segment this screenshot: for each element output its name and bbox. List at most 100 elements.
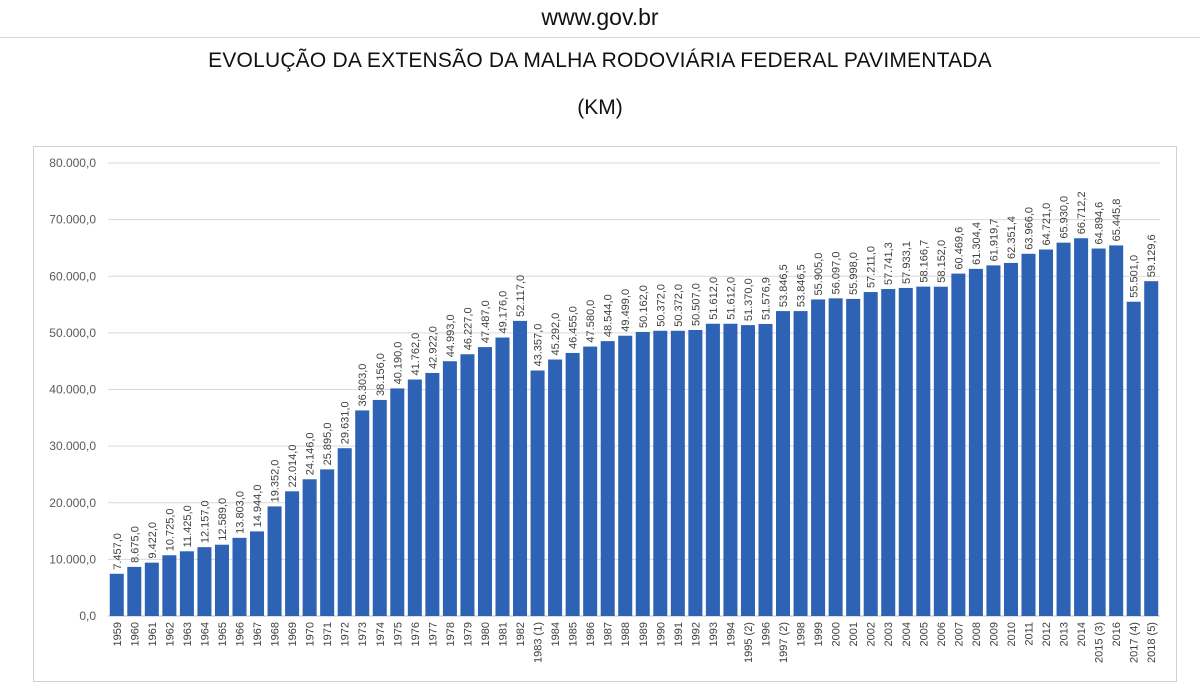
y-tick-label: 80.000,0 (49, 156, 96, 170)
data-label: 47.487,0 (480, 300, 492, 343)
data-label: 25.895,0 (322, 423, 334, 466)
data-label: 62.351,4 (1006, 216, 1018, 259)
bar (793, 311, 808, 616)
bar (530, 370, 545, 616)
data-label: 51.612,0 (725, 277, 737, 320)
bar (986, 265, 1001, 616)
x-tick-label: 1960 (129, 622, 141, 646)
bar (828, 298, 843, 616)
bar (513, 320, 528, 616)
bar (618, 335, 633, 616)
bar (302, 479, 317, 616)
x-tick-label: 1977 (427, 622, 439, 646)
x-tick-label: 1967 (252, 622, 264, 646)
bar (898, 287, 913, 616)
bar (197, 547, 212, 616)
x-tick-label: 1983 (1) (533, 622, 545, 663)
bar (127, 566, 142, 616)
bar (144, 562, 159, 616)
x-tick-label: 2010 (1006, 622, 1018, 646)
chart-subtitle: (KM) (577, 96, 623, 119)
x-tick-label: 1978 (445, 622, 457, 646)
x-tick-label: 1979 (462, 622, 474, 646)
data-label: 19.352,0 (270, 460, 282, 503)
data-label: 53.846,5 (778, 264, 790, 307)
x-tick-label: 1976 (410, 622, 422, 646)
site-url: www.gov.br (541, 4, 659, 30)
bar (477, 347, 492, 616)
bar (933, 286, 948, 616)
x-tick-label: 1997 (2) (778, 622, 790, 663)
bar (811, 299, 826, 616)
x-tick-label: 1999 (813, 622, 825, 646)
x-tick-label: 1961 (147, 622, 159, 646)
x-tick-label: 1994 (725, 622, 737, 646)
x-tick-label: 2003 (883, 622, 895, 646)
bar (355, 410, 370, 616)
bars (109, 238, 1159, 616)
x-tick-label: 1991 (673, 622, 685, 646)
data-label: 49.499,0 (620, 289, 632, 332)
bar (442, 361, 457, 616)
chart-title: EVOLUÇÃO DA EXTENSÃO DA MALHA RODOVIÁRIA… (208, 49, 992, 72)
data-label: 22.014,0 (287, 445, 299, 488)
x-tick-label: 1962 (164, 622, 176, 646)
bar (372, 399, 387, 616)
data-label: 48.544,0 (603, 294, 615, 337)
x-tick-label: 1982 (515, 622, 527, 646)
data-label: 41.762,0 (410, 333, 422, 376)
x-tick-label: 2006 (936, 622, 948, 646)
data-label: 7.457,0 (112, 533, 124, 570)
x-tick-label: 1975 (392, 622, 404, 646)
x-tick-label: 1973 (357, 622, 369, 646)
data-label: 51.370,0 (743, 278, 755, 321)
bar (337, 448, 352, 616)
bar (495, 337, 510, 616)
bar (267, 506, 282, 616)
x-tick-label: 2012 (1041, 622, 1053, 646)
data-label: 11.425,0 (182, 505, 194, 547)
bar (565, 352, 580, 616)
bar (1074, 238, 1089, 616)
x-tick-label: 1988 (620, 622, 632, 646)
y-tick-label: 60.000,0 (49, 269, 96, 283)
x-tick-label: 1990 (655, 622, 667, 646)
bar (758, 323, 773, 616)
x-tick-label: 2008 (971, 622, 983, 646)
x-tick-label: 1993 (708, 622, 720, 646)
bar (670, 330, 685, 616)
x-axis: 1959 1960 1961 1962 1963 1964 1965 1966 1967 1968… (112, 622, 1158, 663)
x-tick-label: 1974 (375, 622, 387, 646)
x-tick-label: 1968 (270, 622, 282, 646)
data-label: 46.455,0 (568, 306, 580, 349)
bar (407, 379, 422, 616)
x-tick-label: 2001 (848, 622, 860, 646)
bar (425, 372, 440, 616)
data-label: 45.292,0 (550, 313, 562, 356)
y-tick-label: 50.000,0 (49, 326, 96, 340)
x-tick-label: 1987 (603, 622, 615, 646)
bar (776, 311, 791, 616)
data-label: 64.894,6 (1094, 202, 1106, 245)
bar (583, 346, 598, 616)
bar (968, 268, 983, 616)
x-tick-label: 2014 (1076, 622, 1088, 646)
data-label: 38.156,0 (375, 353, 387, 396)
bar (1039, 249, 1054, 616)
x-tick-label: 1998 (796, 622, 808, 646)
gridlines (108, 162, 1160, 617)
data-label: 49.176,0 (498, 291, 510, 334)
data-label: 10.725,0 (164, 508, 176, 551)
x-tick-label: 1963 (182, 622, 194, 646)
data-label: 64.721,0 (1041, 203, 1053, 246)
data-label: 24.146,0 (305, 432, 317, 475)
bar (179, 551, 194, 616)
data-label: 59.129,6 (1146, 234, 1158, 277)
bar (1109, 245, 1124, 616)
x-tick-label: 2009 (988, 622, 1000, 646)
data-label: 14.944,0 (252, 485, 264, 528)
data-label: 61.304,4 (971, 222, 983, 265)
x-tick-label: 2011 (1024, 622, 1036, 646)
data-label: 53.846,5 (796, 264, 808, 307)
data-label: 57.211,0 (866, 246, 878, 288)
